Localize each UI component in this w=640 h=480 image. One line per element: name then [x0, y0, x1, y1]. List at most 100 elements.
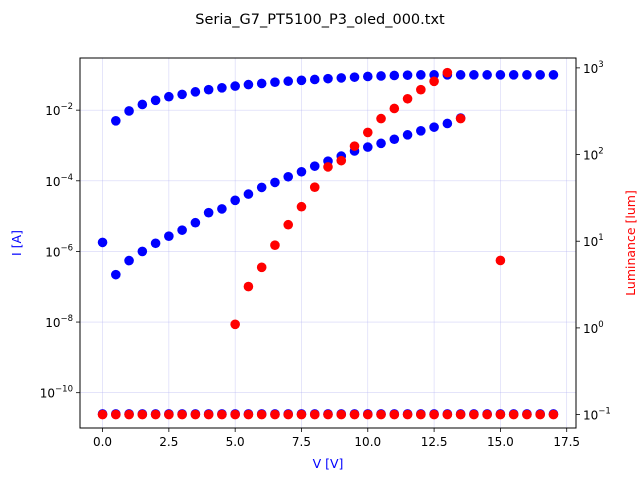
luminance-point: [336, 155, 347, 166]
luminance-point: [362, 409, 373, 420]
current-point: [522, 70, 532, 80]
current-point: [137, 99, 148, 110]
plot-marks: [97, 67, 559, 420]
current-point: [164, 91, 174, 102]
current-point: [296, 166, 307, 177]
current-point: [177, 225, 187, 235]
x-tick-label: 0.0: [93, 435, 112, 449]
current-point: [309, 161, 320, 171]
x-tick-label: 7.5: [292, 435, 311, 449]
x-tick-label: 10.0: [354, 435, 381, 449]
luminance-point: [217, 409, 227, 420]
luminance-point: [548, 409, 559, 420]
x-axis-label: V [V]: [313, 456, 344, 471]
current-point: [283, 76, 294, 87]
luminance-point: [111, 409, 121, 420]
luminance-point: [309, 409, 320, 420]
current-point: [376, 71, 386, 81]
luminance-point: [469, 409, 479, 420]
y-right-tick-label: 10−1: [583, 407, 611, 423]
luminance-point: [402, 409, 413, 420]
current-point: [296, 75, 307, 86]
y-right-axis-label: Luminance [lum]: [623, 190, 638, 296]
current-point: [203, 84, 214, 95]
current-point: [270, 177, 280, 188]
y-left-axis-ticks: 10−10 10−8 10−6 10−4 10−2: [40, 102, 80, 401]
luminance-point: [495, 255, 506, 266]
luminance-point: [389, 103, 400, 114]
current-point: [376, 138, 386, 149]
luminance-point: [349, 409, 360, 420]
y-left-tick-label: 10−6: [45, 243, 73, 259]
current-point: [416, 70, 426, 80]
y-right-tick-label: 102: [583, 147, 604, 163]
current-point: [164, 231, 174, 241]
luminance-point: [270, 240, 280, 250]
luminance-point: [522, 409, 532, 420]
luminance-point: [389, 409, 400, 420]
current-point: [429, 122, 439, 132]
luminance-point: [164, 409, 174, 420]
y-left-tick-label: 10−2: [45, 102, 73, 118]
current-point: [336, 73, 347, 83]
y-right-tick-label: 100: [583, 320, 604, 336]
current-point: [190, 87, 201, 97]
luminance-point: [416, 84, 426, 95]
luminance-point: [270, 409, 280, 420]
luminance-point: [256, 409, 267, 420]
current-point: [111, 115, 121, 126]
luminance-point: [296, 201, 307, 212]
current-point: [469, 70, 479, 80]
current-point: [455, 70, 466, 80]
luminance-point: [323, 409, 333, 420]
current-point: [323, 73, 333, 84]
luminance-point: [323, 162, 333, 172]
x-tick-label: 15.0: [487, 435, 514, 449]
y-left-axis-label: I [A]: [9, 230, 24, 256]
current-point: [203, 207, 214, 218]
luminance-point: [336, 409, 347, 420]
y-right-tick-label: 101: [583, 233, 604, 249]
luminance-point: [495, 409, 506, 420]
luminance-point: [137, 409, 148, 420]
luminance-point: [230, 319, 240, 330]
current-point: [230, 195, 240, 206]
x-tick-label: 5.0: [226, 435, 245, 449]
luminance-point: [376, 409, 386, 420]
luminance-point: [124, 409, 134, 420]
current-point: [270, 77, 280, 87]
current-point: [548, 70, 559, 80]
luminance-point: [416, 409, 426, 420]
luminance-point: [190, 409, 201, 420]
luminance-point: [455, 409, 466, 420]
current-point: [111, 269, 121, 280]
y-left-tick-label: 10−4: [45, 173, 73, 189]
luminance-point: [402, 93, 413, 104]
axes-frame: [79, 57, 577, 429]
current-point: [283, 171, 294, 182]
luminance-point: [429, 409, 439, 420]
current-point: [150, 95, 161, 106]
current-point: [217, 82, 227, 93]
luminance-point: [97, 409, 108, 420]
current-point: [97, 237, 108, 248]
luminance-point: [230, 409, 240, 420]
current-point: [362, 71, 373, 82]
chart-title: Seria_G7_PT5100_P3_oled_000.txt: [195, 12, 445, 28]
current-point: [389, 70, 400, 81]
y-right-axis-ticks: 10−1 100 101 102 103: [576, 60, 611, 423]
grid: [80, 58, 576, 428]
luminance-point: [349, 141, 360, 151]
luminance-point: [243, 409, 254, 420]
luminance-point: [283, 219, 294, 230]
luminance-point: [482, 409, 492, 420]
current-point: [309, 74, 320, 85]
luminance-point: [442, 409, 453, 420]
current-point: [402, 70, 413, 80]
current-point: [150, 238, 161, 249]
current-point: [137, 246, 148, 257]
current-point: [177, 89, 187, 100]
current-point: [362, 142, 373, 152]
current-point: [442, 118, 453, 129]
current-point: [256, 182, 267, 193]
